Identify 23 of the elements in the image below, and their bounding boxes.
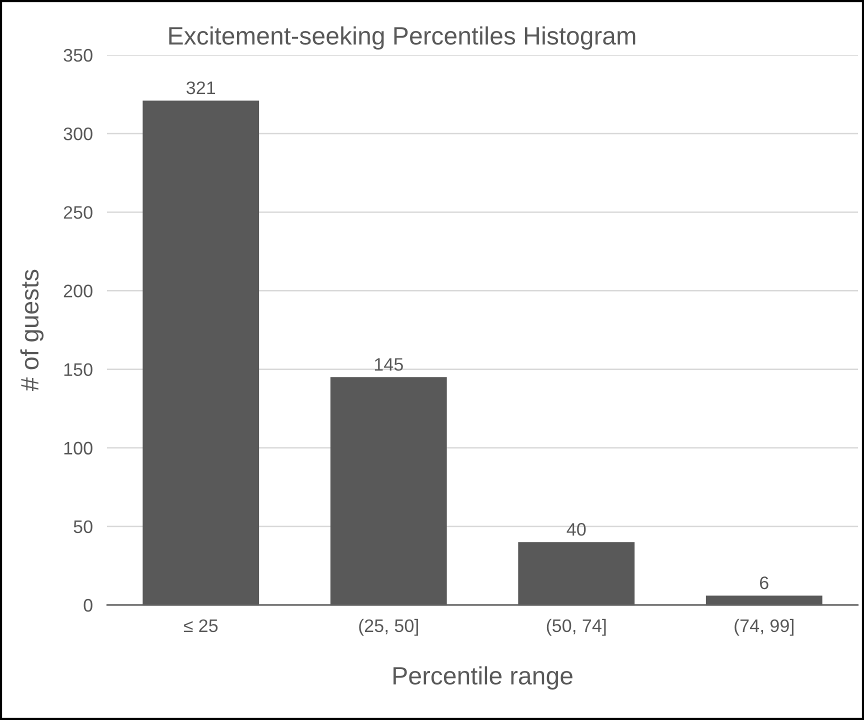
- y-tick-label: 200: [64, 284, 92, 298]
- data-label: 321: [186, 81, 216, 94]
- bar: [142, 100, 260, 605]
- y-tick-label: 0: [84, 598, 92, 612]
- x-tick-label: ≤ 25: [184, 619, 218, 632]
- data-label: 6: [760, 576, 768, 590]
- y-tick-label: 100: [64, 442, 92, 455]
- x-tick-label: (50, 74]: [546, 618, 606, 636]
- y-tick-label: 350: [64, 48, 92, 62]
- y-tick-label: 300: [64, 128, 92, 140]
- y-tick-label: 250: [64, 206, 92, 219]
- x-tick-label: (74, 99]: [734, 618, 794, 636]
- chart-title: Excitement-seeking Percentiles Histogram: [169, 26, 636, 50]
- data-label: 40: [566, 523, 586, 536]
- y-axis-title: # of guests: [20, 270, 44, 392]
- x-tick-label: (25, 50]: [359, 618, 418, 636]
- y-tick-label: 50: [74, 520, 92, 534]
- bar: [706, 596, 822, 605]
- data-label: 145: [374, 358, 403, 371]
- bar: [518, 542, 635, 605]
- y-tick-label: 150: [64, 363, 92, 376]
- x-axis-title: Percentile range: [394, 666, 572, 690]
- bar: [330, 377, 447, 605]
